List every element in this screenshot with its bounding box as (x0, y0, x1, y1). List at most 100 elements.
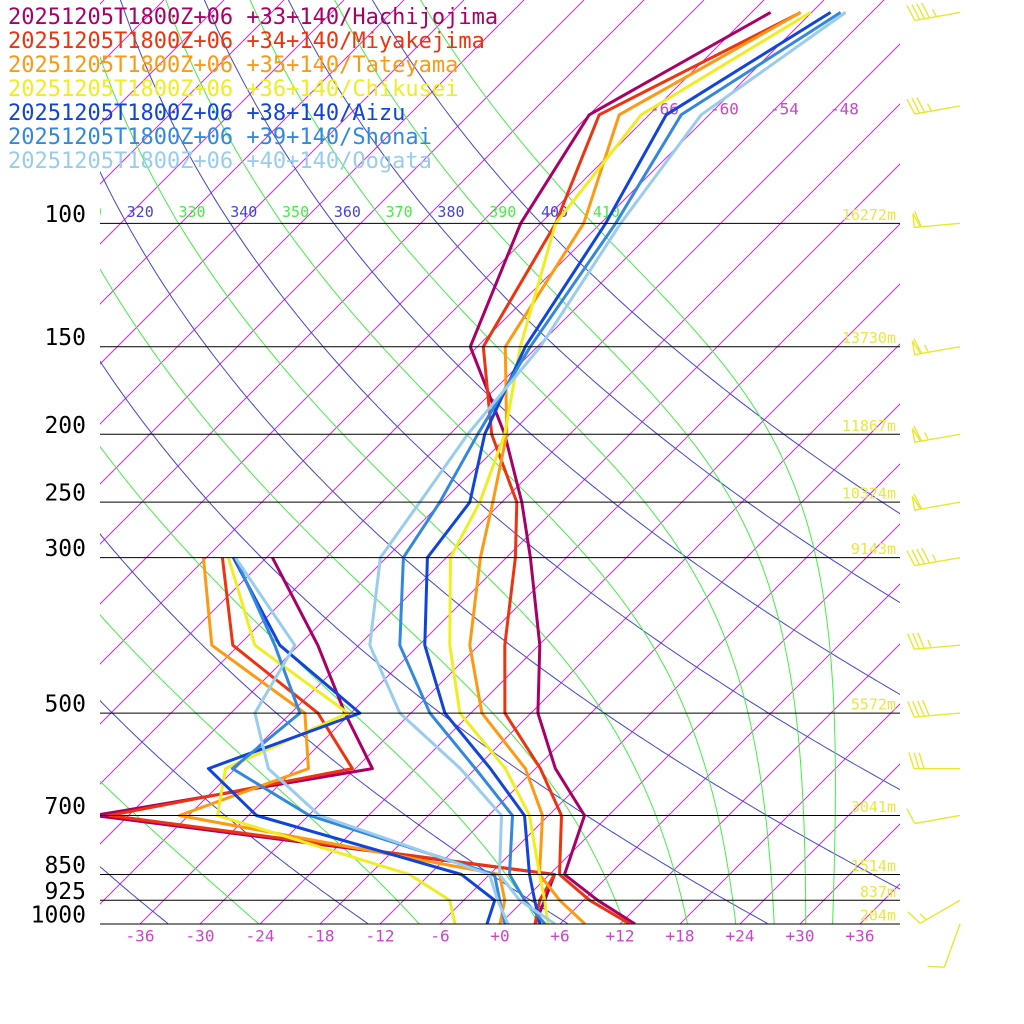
isotherm (199, 223, 900, 924)
isotherm (619, 643, 900, 924)
wind-barb (906, 547, 961, 567)
x-tick-label: +18 (666, 927, 695, 946)
isotherm (100, 43, 900, 845)
wind-barb (906, 97, 961, 115)
dewpoint-line (178, 557, 507, 924)
height-label: 5572m (851, 696, 896, 714)
temperature-line (468, 11, 772, 924)
isotherm (100, 0, 525, 425)
wind-barb (907, 632, 961, 650)
isotherm (100, 0, 705, 605)
moist-adiabat (100, 268, 626, 924)
pressure-label: 200 (44, 413, 86, 439)
wind-barb (911, 338, 961, 356)
x-tick-label: +30 (786, 927, 815, 946)
wind-barb (906, 808, 961, 825)
dry-adiabat (119, 0, 900, 791)
pressure-label: 700 (44, 794, 86, 820)
dry-adiabat (100, 170, 900, 890)
x-tick-label: -36 (126, 927, 155, 946)
x-tick-label: +12 (606, 927, 635, 946)
isotherm-label: -60 (710, 100, 739, 119)
pressure-label: 250 (44, 481, 86, 507)
isotherm (100, 0, 585, 485)
height-label: 204m (860, 907, 896, 925)
wind-barb (911, 425, 961, 444)
dewpoint-line (100, 556, 556, 924)
moist-adiabat (165, 0, 737, 924)
isotherm (799, 823, 900, 924)
height-label: 16272m (842, 206, 896, 224)
moist-adiabat (334, 0, 807, 924)
moist-adiabat-label: 310 (75, 203, 102, 221)
pressure-label: 850 (44, 853, 86, 879)
height-label: 837m (860, 883, 896, 901)
dry-adiabat (371, 0, 900, 515)
legend-entry: 20251205T1800Z+06 +38+140/Aizu (8, 101, 405, 126)
wind-barb (906, 2, 961, 22)
temperature-line (398, 11, 842, 924)
temperature-line (448, 11, 812, 924)
height-label: 9143m (851, 540, 896, 558)
isotherm (439, 463, 900, 924)
dry-adiabat (287, 0, 900, 604)
isotherm (319, 343, 900, 924)
height-label: 10324m (842, 485, 896, 503)
legend-entry: 20251205T1800Z+06 +36+140/Chikusei (8, 77, 458, 102)
x-tick-label: -6 (430, 927, 449, 946)
pressure-label: 300 (44, 536, 86, 562)
moist-adiabat (100, 55, 689, 924)
isotherm (379, 403, 900, 924)
isotherm (100, 0, 465, 365)
temperature-line (423, 11, 832, 924)
x-tick-label: +0 (490, 927, 509, 946)
isotherm (100, 0, 345, 245)
wind-barb (927, 923, 961, 968)
x-tick-label: -30 (186, 927, 215, 946)
x-tick-label: -24 (246, 927, 275, 946)
moist-adiabat-label: 330 (178, 203, 205, 221)
moist-adiabat (100, 780, 260, 924)
legend-entry: 20251205T1800Z+06 +40+140/Oogata (8, 149, 432, 174)
moist-adiabat-label: 350 (282, 203, 309, 221)
legend-entry: 20251205T1800Z+06 +35+140/Tateyama (8, 53, 458, 78)
temperature-line (468, 11, 802, 924)
x-tick-label: -18 (306, 927, 335, 946)
pressure-label: 150 (44, 325, 86, 351)
legend-entry: 20251205T1800Z+06 +34+140/Miyakejima (8, 29, 485, 54)
moist-adiabat-label: 390 (489, 203, 516, 221)
dewpoint-line (234, 556, 510, 924)
pressure-label: 500 (44, 692, 86, 718)
isotherm (859, 883, 900, 924)
wind-barb (908, 752, 961, 770)
plot-area: 2402602803003203403603804002502702903103… (75, 0, 900, 924)
isotherm (139, 163, 900, 924)
pressure-label: 100 (44, 202, 86, 228)
legend-entry: 20251205T1800Z+06 +39+140/Shonai (8, 125, 432, 150)
x-tick-label: +36 (846, 927, 875, 946)
wind-barb (907, 899, 961, 924)
height-label: 13730m (842, 329, 896, 347)
wind-barb (907, 700, 961, 718)
moist-adiabat (249, 0, 775, 924)
dry-adiabat-label: 360 (334, 203, 361, 221)
x-tick-label: +6 (550, 927, 569, 946)
isotherm (100, 0, 825, 725)
moist-adiabat-label: 370 (386, 203, 413, 221)
dry-adiabat (100, 360, 768, 924)
isotherm (259, 283, 900, 924)
isotherm (100, 0, 405, 305)
isotherm (100, 0, 285, 185)
isotherm (499, 523, 900, 924)
height-label: 1514m (851, 857, 896, 875)
isotherm (100, 0, 645, 545)
overlay: 100 16272m 150 13730m 200 11867m 250 10324m 300 9… (8, 2, 961, 968)
x-tick-label: +24 (726, 927, 755, 946)
temperature-line (481, 11, 802, 924)
dewpoint-line (206, 556, 497, 924)
pressure-label: 925 (44, 879, 86, 905)
dry-adiabat (100, 866, 169, 924)
moist-adiabat (420, 0, 836, 924)
dewpoint-line (216, 557, 457, 924)
